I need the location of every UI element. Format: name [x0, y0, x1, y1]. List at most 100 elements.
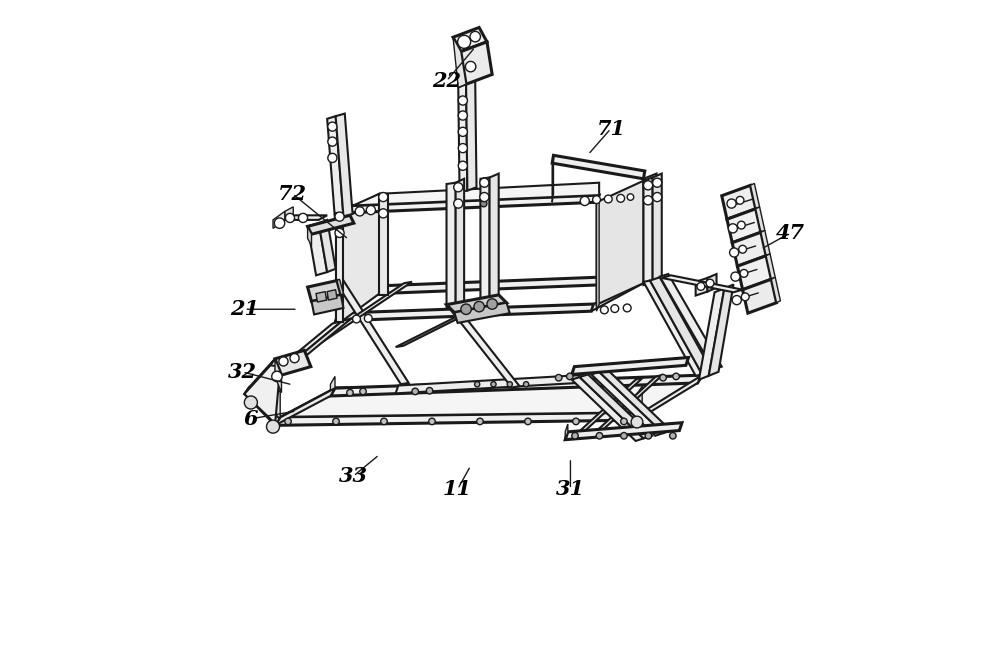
- Polygon shape: [572, 377, 643, 438]
- Polygon shape: [336, 214, 342, 321]
- Polygon shape: [737, 255, 771, 290]
- Polygon shape: [379, 194, 388, 295]
- Circle shape: [621, 418, 627, 424]
- Polygon shape: [597, 181, 643, 305]
- Polygon shape: [336, 214, 343, 322]
- Circle shape: [364, 314, 372, 322]
- Polygon shape: [447, 183, 456, 308]
- Polygon shape: [599, 369, 671, 433]
- Circle shape: [480, 178, 489, 187]
- Polygon shape: [379, 275, 646, 293]
- Circle shape: [267, 420, 280, 433]
- Circle shape: [596, 432, 603, 439]
- Polygon shape: [766, 253, 775, 279]
- Polygon shape: [552, 155, 645, 179]
- Circle shape: [643, 196, 653, 205]
- Circle shape: [600, 306, 608, 314]
- Circle shape: [426, 388, 433, 394]
- Circle shape: [739, 246, 747, 253]
- Circle shape: [525, 418, 531, 424]
- Circle shape: [740, 269, 748, 277]
- Circle shape: [470, 31, 480, 42]
- Circle shape: [580, 196, 589, 206]
- Circle shape: [728, 224, 737, 233]
- Polygon shape: [743, 279, 777, 313]
- Text: 31: 31: [556, 479, 585, 499]
- Polygon shape: [637, 375, 702, 420]
- Polygon shape: [732, 233, 766, 266]
- Polygon shape: [336, 286, 382, 321]
- Circle shape: [461, 304, 471, 314]
- Polygon shape: [308, 227, 312, 246]
- Polygon shape: [756, 207, 765, 233]
- Polygon shape: [327, 116, 343, 219]
- Circle shape: [244, 396, 257, 409]
- Polygon shape: [490, 174, 499, 301]
- Circle shape: [555, 375, 562, 381]
- Circle shape: [475, 382, 480, 387]
- Circle shape: [328, 137, 337, 146]
- Circle shape: [412, 388, 418, 395]
- Polygon shape: [565, 424, 568, 440]
- Polygon shape: [280, 321, 342, 367]
- Circle shape: [458, 96, 467, 105]
- Circle shape: [328, 153, 337, 162]
- Circle shape: [465, 62, 476, 72]
- Text: 21: 21: [230, 299, 259, 319]
- Polygon shape: [643, 174, 657, 188]
- Polygon shape: [275, 350, 311, 375]
- Circle shape: [480, 200, 487, 207]
- Circle shape: [732, 295, 741, 305]
- Circle shape: [474, 301, 484, 312]
- Polygon shape: [660, 274, 722, 369]
- Polygon shape: [290, 318, 351, 364]
- Polygon shape: [722, 185, 756, 219]
- Polygon shape: [275, 282, 412, 370]
- Circle shape: [454, 183, 463, 192]
- Polygon shape: [308, 223, 327, 275]
- Circle shape: [660, 375, 666, 381]
- Circle shape: [567, 373, 573, 380]
- Text: 47: 47: [776, 223, 805, 243]
- Text: 32: 32: [228, 362, 257, 382]
- Polygon shape: [327, 290, 337, 300]
- Circle shape: [458, 143, 467, 153]
- Circle shape: [730, 248, 739, 257]
- Circle shape: [279, 357, 288, 366]
- Circle shape: [731, 272, 740, 281]
- Circle shape: [335, 229, 344, 238]
- Circle shape: [353, 315, 360, 323]
- Circle shape: [631, 416, 643, 428]
- Polygon shape: [572, 358, 688, 375]
- Text: 22: 22: [432, 71, 461, 91]
- Polygon shape: [552, 155, 553, 202]
- Polygon shape: [591, 372, 663, 436]
- Circle shape: [697, 282, 705, 290]
- Polygon shape: [336, 304, 594, 321]
- Circle shape: [379, 209, 388, 218]
- Polygon shape: [308, 280, 341, 301]
- Polygon shape: [580, 375, 652, 438]
- Circle shape: [480, 193, 489, 202]
- Polygon shape: [565, 422, 682, 440]
- Polygon shape: [461, 42, 492, 84]
- Polygon shape: [319, 220, 336, 272]
- Circle shape: [643, 181, 653, 190]
- Polygon shape: [275, 412, 642, 425]
- Circle shape: [487, 299, 497, 309]
- Circle shape: [381, 418, 387, 424]
- Circle shape: [379, 193, 388, 202]
- Polygon shape: [337, 279, 343, 295]
- Circle shape: [458, 161, 467, 170]
- Polygon shape: [342, 194, 379, 321]
- Polygon shape: [696, 278, 707, 295]
- Polygon shape: [396, 298, 499, 347]
- Polygon shape: [597, 195, 599, 311]
- Text: 33: 33: [339, 466, 368, 486]
- Polygon shape: [285, 207, 293, 220]
- Polygon shape: [643, 280, 702, 376]
- Polygon shape: [273, 212, 285, 229]
- Polygon shape: [312, 295, 343, 314]
- Circle shape: [298, 214, 308, 223]
- Polygon shape: [591, 275, 646, 311]
